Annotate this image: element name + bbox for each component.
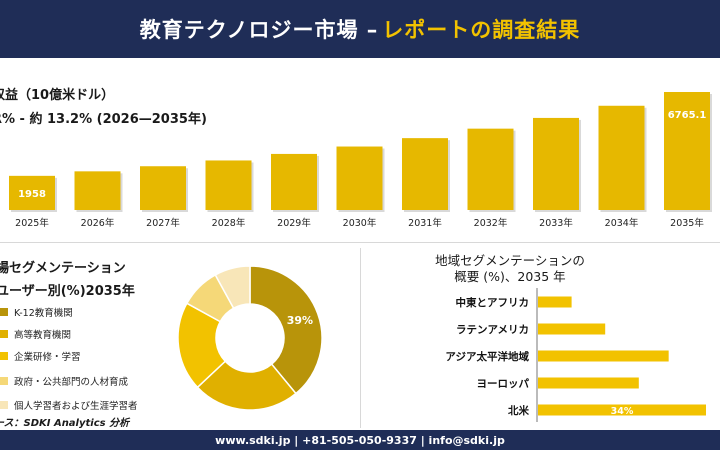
legend-swatch	[0, 352, 8, 360]
region-bar	[538, 377, 639, 389]
legend-swatch	[0, 330, 8, 338]
footer-contact: www.sdki.jp | +81-505-050-9337 | info@sd…	[215, 433, 505, 447]
header-bar	[0, 0, 720, 58]
revenue-bar	[533, 117, 579, 210]
region-bar	[538, 323, 606, 335]
legend-label: 企業研修・学習	[14, 352, 81, 363]
legend-item: 高等教育機関	[0, 325, 165, 343]
x-tick-label: 2030年	[343, 217, 377, 229]
region-title-line2: 概要 (%)、2035 年	[454, 269, 566, 284]
legend-label: K-12教育機関	[14, 308, 73, 319]
legend-item: K-12教育機関	[0, 303, 165, 321]
revenue-bar-chart: 2025年 1958 2026年 2027年 2028年 2029年 2030年 2031年 2…	[9, 92, 712, 229]
revenue-bar	[336, 146, 383, 210]
x-tick-label: 2028年	[212, 217, 246, 229]
legend-swatch	[0, 377, 8, 385]
segment-title: 場セグメンテーション	[0, 261, 126, 276]
source-note: ース：SDKI Analytics 分析	[0, 418, 130, 429]
footer-bar: www.sdki.jp | +81-505-050-9337 | info@sd…	[0, 430, 720, 450]
revenue-bar	[664, 92, 710, 210]
x-tick-label: 2031年	[408, 217, 442, 229]
revenue-bar	[74, 171, 121, 210]
region-label: ラテンアメリカ	[456, 324, 529, 336]
revenue-bar	[140, 166, 186, 210]
x-tick-label: 2032年	[474, 217, 508, 229]
cagr-label: R% - 約 13.2% (2026—2035年)	[0, 112, 207, 127]
legend-item: 企業研修・学習	[0, 347, 165, 365]
x-tick-label: 2027年	[146, 217, 180, 229]
section-divider	[0, 242, 720, 243]
revenue-label: 収益（10億米ドル）	[0, 88, 115, 103]
donut-slice	[196, 360, 297, 411]
x-tick-label: 2025年	[15, 217, 49, 229]
x-tick-label: 2034年	[605, 217, 639, 229]
region-label: ヨーロッパ	[477, 378, 530, 390]
slice-data-label: 39%	[287, 314, 313, 327]
legend-item: 政府・公共部門の人材育成	[0, 372, 165, 390]
legend-item: 個人学習者および生涯学習者	[0, 396, 165, 414]
segment-subtitle: ユーザー別(%)2035年	[0, 284, 135, 299]
revenue-bar	[598, 105, 645, 210]
region-chart-title: 地域セグメンテーションの 概要 (%)、2035 年	[410, 253, 610, 285]
x-tick-label: 2026年	[81, 217, 115, 229]
user-segment-donut-chart: 39%	[177, 265, 323, 411]
revenue-bar	[205, 160, 252, 210]
bar-data-label: 1958	[18, 189, 46, 200]
bar-data-label: 6765.1	[668, 110, 707, 121]
donut-slice	[249, 265, 323, 395]
panel-divider	[360, 248, 361, 428]
x-tick-label: 2035年	[670, 217, 704, 229]
legend-swatch	[0, 401, 8, 409]
title-accent: レポートの調査結果	[382, 18, 581, 42]
legend-label: 高等教育機関	[14, 330, 72, 341]
revenue-bar	[271, 153, 317, 210]
legend-swatch	[0, 308, 8, 316]
region-label: 中東とアフリカ	[456, 296, 530, 309]
legend-label: 政府・公共部門の人材育成	[14, 377, 129, 388]
x-tick-label: 2033年	[539, 217, 573, 229]
region-data-label: 34%	[611, 406, 634, 417]
region-bar	[538, 350, 669, 362]
region-label: 北米	[508, 404, 529, 417]
revenue-bar	[467, 128, 514, 210]
region-bar	[538, 296, 572, 308]
legend-label: 個人学習者および生涯学習者	[14, 401, 138, 412]
title-main: 教育テクノロジー市場 –	[139, 18, 379, 42]
region-title-line1: 地域セグメンテーションの	[435, 253, 585, 268]
revenue-bar	[9, 175, 55, 210]
x-tick-label: 2029年	[277, 217, 311, 229]
page-title: 教育テクノロジー市場 – レポートの調査結果	[0, 0, 720, 58]
donut-slice	[214, 265, 251, 310]
revenue-bar	[402, 138, 448, 210]
region-label: アジア太平洋地域	[445, 350, 529, 363]
region-bar	[538, 404, 706, 416]
